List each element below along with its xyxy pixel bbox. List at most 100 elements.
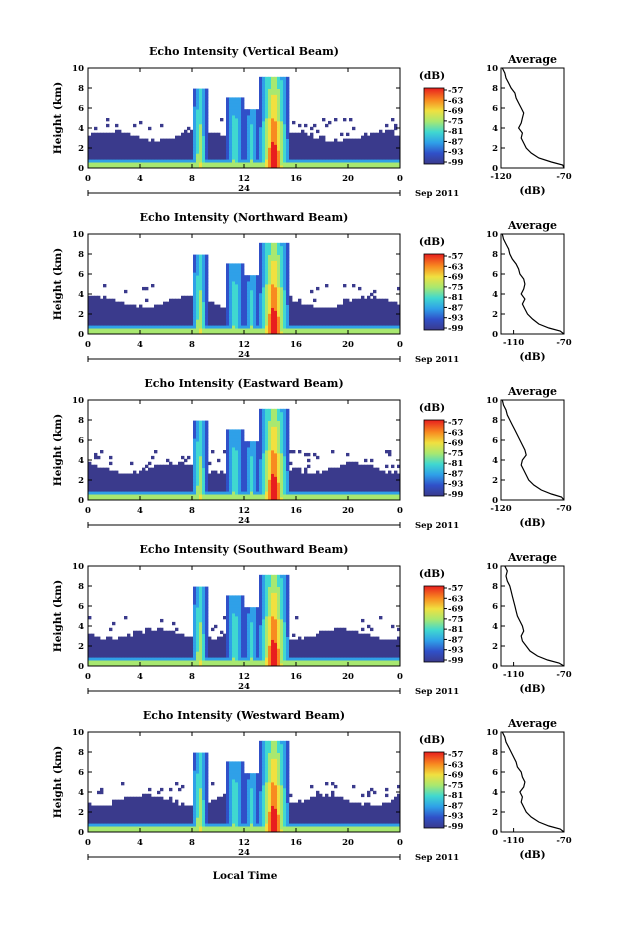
x-tick-label: 4 bbox=[137, 838, 143, 848]
colorbar bbox=[423, 751, 445, 829]
x-tick-label: 12 bbox=[238, 340, 250, 350]
colorbar-tick-label: -57 bbox=[448, 750, 463, 760]
colorbar-tick-label: -69 bbox=[448, 771, 463, 781]
average-y-tick-label: 2 bbox=[492, 808, 498, 818]
colorbar-tick-label: -81 bbox=[448, 791, 463, 801]
y-tick-label: 2 bbox=[78, 310, 84, 320]
colorbar-tick-label: -93 bbox=[448, 314, 463, 324]
panel-title: Echo Intensity (Southward Beam) bbox=[140, 543, 349, 556]
average-y-tick-label: 2 bbox=[492, 642, 498, 652]
x-tick-label: 0 bbox=[397, 838, 403, 848]
colorbar-tick-label: -63 bbox=[448, 262, 463, 272]
colorbar-tick-label: -75 bbox=[448, 615, 463, 625]
colorbar-tick-label: -99 bbox=[448, 324, 463, 334]
date-label: Sep 2011 bbox=[415, 189, 459, 199]
colorbar-tick-label: -81 bbox=[448, 293, 463, 303]
average-x-tick-label: -110 bbox=[503, 670, 524, 680]
average-profile-line bbox=[501, 399, 565, 501]
panel-4: Echo Intensity (Southward Beam)0246810He… bbox=[52, 543, 572, 697]
colorbar-tick-label: -57 bbox=[448, 584, 463, 594]
colorbar-tick-label: -75 bbox=[448, 283, 463, 293]
y-tick-label: 10 bbox=[72, 396, 84, 406]
average-y-tick-label: 6 bbox=[492, 768, 498, 778]
x-tick-label: 0 bbox=[397, 340, 403, 350]
colorbar-tick-label: -93 bbox=[448, 480, 463, 490]
panel-1: Echo Intensity (Vertical Beam)0246810Hei… bbox=[52, 45, 572, 199]
colorbar-tick-label: -63 bbox=[448, 428, 463, 438]
y-tick-label: 6 bbox=[78, 602, 84, 612]
average-frame bbox=[500, 731, 565, 833]
average-y-tick-label: 6 bbox=[492, 602, 498, 612]
average-x-tick-label: -120 bbox=[490, 172, 511, 182]
average-title: Average bbox=[507, 551, 557, 564]
x-tick-label: 4 bbox=[137, 174, 143, 184]
average-title: Average bbox=[507, 219, 557, 232]
x-tick-label: 4 bbox=[137, 672, 143, 682]
average-y-tick-label: 2 bbox=[492, 476, 498, 486]
colorbar-tick-label: -69 bbox=[448, 605, 463, 615]
y-tick-label: 10 bbox=[72, 64, 84, 74]
colorbar-tick-label: -87 bbox=[448, 801, 463, 811]
colorbar-tick-label: -87 bbox=[448, 469, 463, 479]
average-profile-line bbox=[501, 67, 565, 169]
average-y-tick-label: 2 bbox=[492, 144, 498, 154]
average-x-tick-label: -70 bbox=[556, 172, 571, 182]
average-y-tick-label: 8 bbox=[492, 250, 498, 260]
colorbar-tick-label: -69 bbox=[448, 439, 463, 449]
y-tick-label: 0 bbox=[78, 828, 84, 838]
average-y-tick-label: 4 bbox=[492, 456, 498, 466]
day-label: 24 bbox=[238, 350, 250, 360]
x-tick-label: 12 bbox=[238, 506, 250, 516]
average-frame bbox=[500, 565, 565, 667]
x-tick-label: 12 bbox=[238, 838, 250, 848]
colorbar-tick-label: -81 bbox=[448, 625, 463, 635]
average-y-tick-label: 8 bbox=[492, 748, 498, 758]
y-tick-label: 8 bbox=[78, 250, 84, 260]
heatmap-field bbox=[88, 408, 401, 501]
colorbar-tick-label: -69 bbox=[448, 273, 463, 283]
average-frame bbox=[500, 399, 565, 501]
average-title: Average bbox=[507, 53, 557, 66]
average-y-tick-label: 0 bbox=[492, 662, 498, 672]
heatmap-field bbox=[88, 740, 401, 833]
colorbar-tick-label: -75 bbox=[448, 449, 463, 459]
average-y-tick-label: 6 bbox=[492, 436, 498, 446]
heatmap-field bbox=[88, 242, 401, 335]
colorbar-tick-label: -75 bbox=[448, 781, 463, 791]
x-tick-label: 8 bbox=[189, 838, 195, 848]
day-label: 24 bbox=[238, 848, 250, 858]
average-xlabel: (dB) bbox=[519, 185, 545, 197]
x-tick-label: 20 bbox=[342, 340, 354, 350]
y-tick-label: 0 bbox=[78, 330, 84, 340]
panel-5: Echo Intensity (Westward Beam)0246810Hei… bbox=[52, 709, 572, 863]
x-tick-label: 0 bbox=[85, 174, 91, 184]
x-tick-label: 16 bbox=[290, 672, 302, 682]
colorbar-tick-label: -57 bbox=[448, 86, 463, 96]
colorbar-tick-label: -99 bbox=[448, 490, 463, 500]
x-axis-label: Local Time bbox=[213, 870, 278, 882]
x-tick-label: 0 bbox=[85, 340, 91, 350]
colorbar bbox=[423, 87, 445, 165]
average-xlabel: (dB) bbox=[519, 517, 545, 529]
colorbar-tick-label: -57 bbox=[448, 418, 463, 428]
colorbar bbox=[423, 419, 445, 497]
x-tick-label: 0 bbox=[85, 506, 91, 516]
average-y-tick-label: 8 bbox=[492, 582, 498, 592]
y-axis-label: Height (km) bbox=[52, 746, 64, 818]
x-tick-label: 12 bbox=[238, 672, 250, 682]
y-tick-label: 2 bbox=[78, 144, 84, 154]
y-axis-label: Height (km) bbox=[52, 580, 64, 652]
x-tick-label: 20 bbox=[342, 174, 354, 184]
colorbar-tick-label: -87 bbox=[448, 635, 463, 645]
y-tick-label: 6 bbox=[78, 104, 84, 114]
average-y-tick-label: 4 bbox=[492, 788, 498, 798]
average-xlabel: (dB) bbox=[519, 683, 545, 695]
y-tick-label: 10 bbox=[72, 230, 84, 240]
panel-title: Echo Intensity (Eastward Beam) bbox=[144, 377, 343, 390]
colorbar bbox=[423, 585, 445, 663]
colorbar-tick-label: -99 bbox=[448, 158, 463, 168]
x-tick-label: 16 bbox=[290, 838, 302, 848]
date-label: Sep 2011 bbox=[415, 355, 459, 365]
average-y-tick-label: 8 bbox=[492, 416, 498, 426]
